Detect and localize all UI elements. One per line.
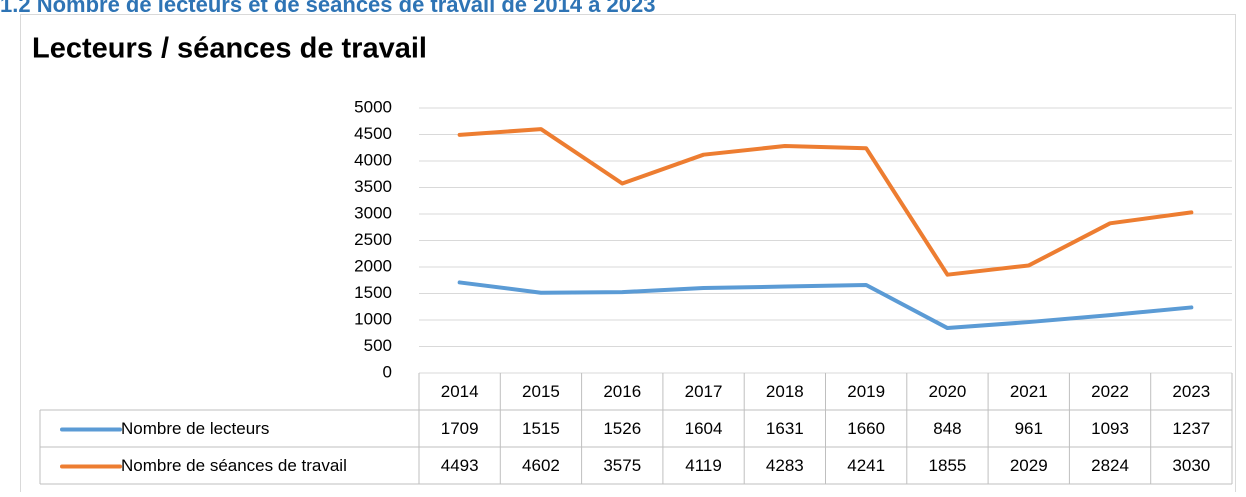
x-tick-label: 2019 <box>847 382 885 401</box>
x-tick-label: 2014 <box>441 382 479 401</box>
table-value: 1709 <box>441 419 479 438</box>
table-value: 1515 <box>522 419 560 438</box>
table-value: 1855 <box>929 456 967 475</box>
table-value: 2029 <box>1010 456 1048 475</box>
x-tick-label: 2015 <box>522 382 560 401</box>
table-value: 4241 <box>847 456 885 475</box>
y-tick-label: 3000 <box>354 203 392 222</box>
table-value: 4493 <box>441 456 479 475</box>
x-tick-label: 2018 <box>766 382 804 401</box>
y-tick-label: 4000 <box>354 150 392 169</box>
chart-frame <box>20 14 1236 497</box>
table-value: 3030 <box>1172 456 1210 475</box>
table-value: 1237 <box>1172 419 1210 438</box>
y-tick-label: 0 <box>383 362 392 381</box>
x-tick-label: 2023 <box>1172 382 1210 401</box>
y-tick-label: 3500 <box>354 177 392 196</box>
page-heading: 1.2 Nombre de lecteurs et de séances de … <box>0 0 655 17</box>
y-tick-label: 2000 <box>354 256 392 275</box>
y-tick-label: 500 <box>364 336 392 355</box>
y-tick-label: 5000 <box>354 97 392 116</box>
x-tick-label: 2020 <box>929 382 967 401</box>
table-value: 4119 <box>685 456 722 475</box>
table-value: 1631 <box>766 419 804 438</box>
x-tick-label: 2022 <box>1091 382 1129 401</box>
y-tick-label: 2500 <box>354 230 392 249</box>
table-value: 961 <box>1015 419 1043 438</box>
x-tick-label: 2017 <box>685 382 723 401</box>
series-line <box>457 280 1194 331</box>
chart-title: Lecteurs / séances de travail <box>32 33 427 65</box>
table-value: 3575 <box>603 456 641 475</box>
table-value: 848 <box>933 419 961 438</box>
table-value: 1093 <box>1091 419 1129 438</box>
legend-label: Nombre de lecteurs <box>121 419 269 438</box>
table-value: 1660 <box>847 419 885 438</box>
table-value: 1526 <box>603 419 641 438</box>
x-tick-label: 2021 <box>1010 382 1048 401</box>
table-value: 1604 <box>685 419 723 438</box>
table-value: 4283 <box>766 456 804 475</box>
table-value: 4602 <box>522 456 560 475</box>
y-tick-label: 4500 <box>354 124 392 143</box>
table-value: 2824 <box>1091 456 1129 475</box>
y-tick-label: 1000 <box>354 309 392 328</box>
series-line <box>457 127 1194 277</box>
x-tick-label: 2016 <box>603 382 641 401</box>
y-tick-label: 1500 <box>354 283 392 302</box>
legend-label: Nombre de séances de travail <box>121 456 347 475</box>
